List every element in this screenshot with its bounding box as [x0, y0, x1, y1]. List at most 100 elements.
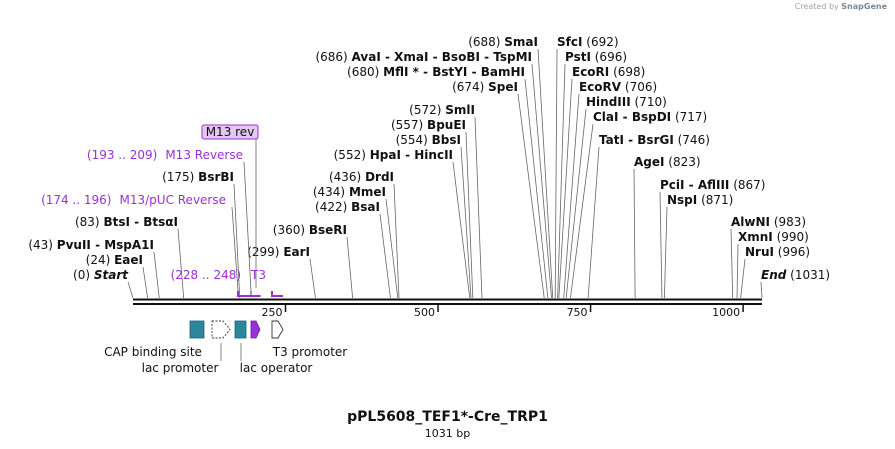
site-label-drdi[interactable]: (436) DrdI [329, 170, 394, 184]
site-label-hindiii[interactable]: HindIII (710) [586, 95, 667, 109]
site-position-bpuei: (557) [391, 118, 427, 132]
site-position-eaei: (24) [86, 253, 114, 267]
site-name-bsrbi: BsrBI [198, 170, 234, 184]
site-label-btsi-bts-i[interactable]: (83) BtsI - BtsαI [75, 215, 178, 229]
feature-label-lac-operator: lac operator [240, 361, 313, 375]
site-label-sfci[interactable]: SfcI (692) [557, 35, 619, 49]
site-position-psti: (696) [591, 50, 627, 64]
site-label-smai[interactable]: (688) SmaI [468, 35, 538, 49]
site-label-pcii-afliii[interactable]: PciI - AflIII (867) [660, 178, 766, 192]
site-label-xmni[interactable]: XmnI (990) [738, 230, 809, 244]
site-connector-mmei [385, 198, 399, 299]
m13-primer-arrow [250, 320, 261, 339]
feature-label-t3-promoter: T3 promoter [272, 345, 348, 359]
site-name-clai-bspdi: ClaI - BspDI [593, 110, 671, 124]
site-label-bsrbi[interactable]: (175) BsrBI [162, 170, 234, 184]
primer-t3[interactable]: (228 .. 248) T3 [171, 268, 266, 282]
site-label-bsai[interactable]: (422) BsaI [315, 200, 380, 214]
site-position-bsai: (422) [315, 200, 351, 214]
site-position-pcii-afliii: (867) [729, 178, 765, 192]
site-label-nrui[interactable]: NruI (996) [745, 245, 810, 259]
site-position-start: (0) [73, 268, 94, 282]
site-label-clai-bspdi[interactable]: ClaI - BspDI (717) [593, 110, 707, 124]
site-label-avai-xmai-bsobi-tspmi[interactable]: (686) AvaI - XmaI - BsoBI - TspMI [315, 50, 532, 64]
site-label-smli[interactable]: (572) SmlI [409, 103, 475, 117]
site-connector-agei [633, 168, 636, 299]
site-connector-end [760, 281, 763, 299]
site-position-avai-xmai-bsobi-tspmi: (686) [315, 50, 351, 64]
site-connector-smli [474, 116, 483, 299]
site-label-tati-bsrgi[interactable]: TatI - BsrGI (746) [599, 133, 710, 147]
credit-prefix: Created by [794, 2, 839, 11]
site-position-mmei: (434) [313, 185, 349, 199]
site-label-mmei[interactable]: (434) MmeI [313, 185, 386, 199]
primer-label-m13-puc-reverse: (174 .. 196) M13/pUC Reverse [41, 193, 226, 207]
feature-t3-promoter[interactable]: T3 promoter [271, 320, 348, 359]
site-label-psti[interactable]: PstI (696) [565, 50, 627, 64]
site-label-ecorv[interactable]: EcoRV (706) [579, 80, 657, 94]
snapgene-credit: Created by SnapGene [795, 2, 887, 11]
primer-m13-puc-reverse[interactable]: (174 .. 196) M13/pUC Reverse [41, 193, 239, 292]
primer-m13-reverse[interactable]: (193 .. 209) M13 Reverse [87, 148, 252, 292]
site-connector-bseri [346, 236, 354, 299]
site-label-pvuii-mspa1i[interactable]: (43) PvuII - MspA1I [28, 238, 154, 252]
site-name-pvuii-mspa1i: PvuII - MspA1I [57, 238, 154, 252]
site-name-nspi: NspI [667, 193, 697, 207]
feature-lac-promoter[interactable]: lac promoter [142, 320, 231, 375]
site-label-mfli-bstyi-bamhi[interactable]: (680) MflI * - BstYI - BamHI [347, 65, 525, 79]
site-connector-avai-xmai-bsobi-tspmi [531, 63, 552, 299]
site-position-end: (1031) [786, 268, 830, 282]
site-position-btsi-bts-i: (83) [75, 215, 103, 229]
site-name-bpuei: BpuEI [427, 118, 466, 132]
primer-connector-m13-puc-reverse [231, 206, 239, 292]
site-name-bsai: BsaI [351, 200, 380, 214]
feature-lac-operator[interactable]: lac operator [234, 320, 313, 375]
site-name-xmni: XmnI [738, 230, 773, 244]
site-name-btsi-bts-i: BtsI - BtsαI [103, 215, 178, 229]
site-position-nrui: (996) [774, 245, 810, 259]
site-position-alwni: (983) [770, 215, 806, 229]
ruler-label-250: 250 [262, 306, 283, 319]
plasmid-length: 1031 bp [424, 427, 471, 440]
lac-operator-box [234, 320, 247, 339]
site-label-eari[interactable]: (299) EarI [247, 245, 310, 259]
site-position-tati-bsrgi: (746) [674, 133, 710, 147]
primer-label-t3: (228 .. 248) T3 [171, 268, 266, 282]
feature-cap-binding-site[interactable]: CAP binding site [104, 320, 205, 359]
site-connector-smai [537, 48, 554, 299]
site-labels: (0) Start(24) EaeI(43) PvuII - MspA1I (83… [28, 35, 830, 282]
feature-m13-primer-site [250, 320, 261, 339]
site-label-bbsi[interactable]: (554) BbsI [396, 133, 461, 147]
primer-arrow-m13-puc-reverse [237, 291, 260, 297]
site-label-start[interactable]: (0) Start [73, 268, 129, 282]
primer-arrow-t3 [271, 291, 283, 297]
site-label-hpai-hincii[interactable]: (552) HpaI - HincII [334, 148, 453, 162]
site-label-spei[interactable]: (674) SpeI [452, 80, 518, 94]
site-name-end: End [761, 268, 787, 282]
site-label-bpuei[interactable]: (557) BpuEI [391, 118, 466, 132]
site-label-nspi[interactable]: NspI (871) [667, 193, 733, 207]
primer-label-m13-rev: M13 rev [206, 125, 255, 139]
site-label-bseri[interactable]: (360) BseRI [273, 223, 347, 237]
site-connector-ecorv [563, 93, 580, 299]
site-name-avai-xmai-bsobi-tspmi: AvaI - XmaI - BsoBI - TspMI [352, 50, 532, 64]
site-connector-eaei [142, 266, 149, 299]
site-position-smli: (572) [409, 103, 445, 117]
site-label-eaei[interactable]: (24) EaeI [86, 253, 143, 267]
primer-m13-rev[interactable]: M13 rev [201, 124, 259, 288]
primer-arrow-m13-reverse [250, 291, 261, 297]
site-connector-clai-bspdi [570, 123, 594, 299]
site-label-end[interactable]: End (1031) [761, 268, 830, 282]
site-name-smli: SmlI [445, 103, 475, 117]
site-connector-psti [557, 63, 566, 299]
site-connector-nspi [663, 206, 668, 299]
site-label-alwni[interactable]: AlwNI (983) [731, 215, 806, 229]
site-connector-hpai-hincii [452, 161, 471, 299]
ruler-label-750: 750 [567, 306, 588, 319]
site-label-ecori[interactable]: EcoRI (698) [572, 65, 645, 79]
site-connector-btsi-bts-i [177, 228, 185, 299]
plasmid-name: pPL5608_TEF1*-Cre_TRP1 [347, 409, 548, 425]
site-label-agei[interactable]: AgeI (823) [634, 155, 701, 169]
site-name-eaei: EaeI [114, 253, 143, 267]
